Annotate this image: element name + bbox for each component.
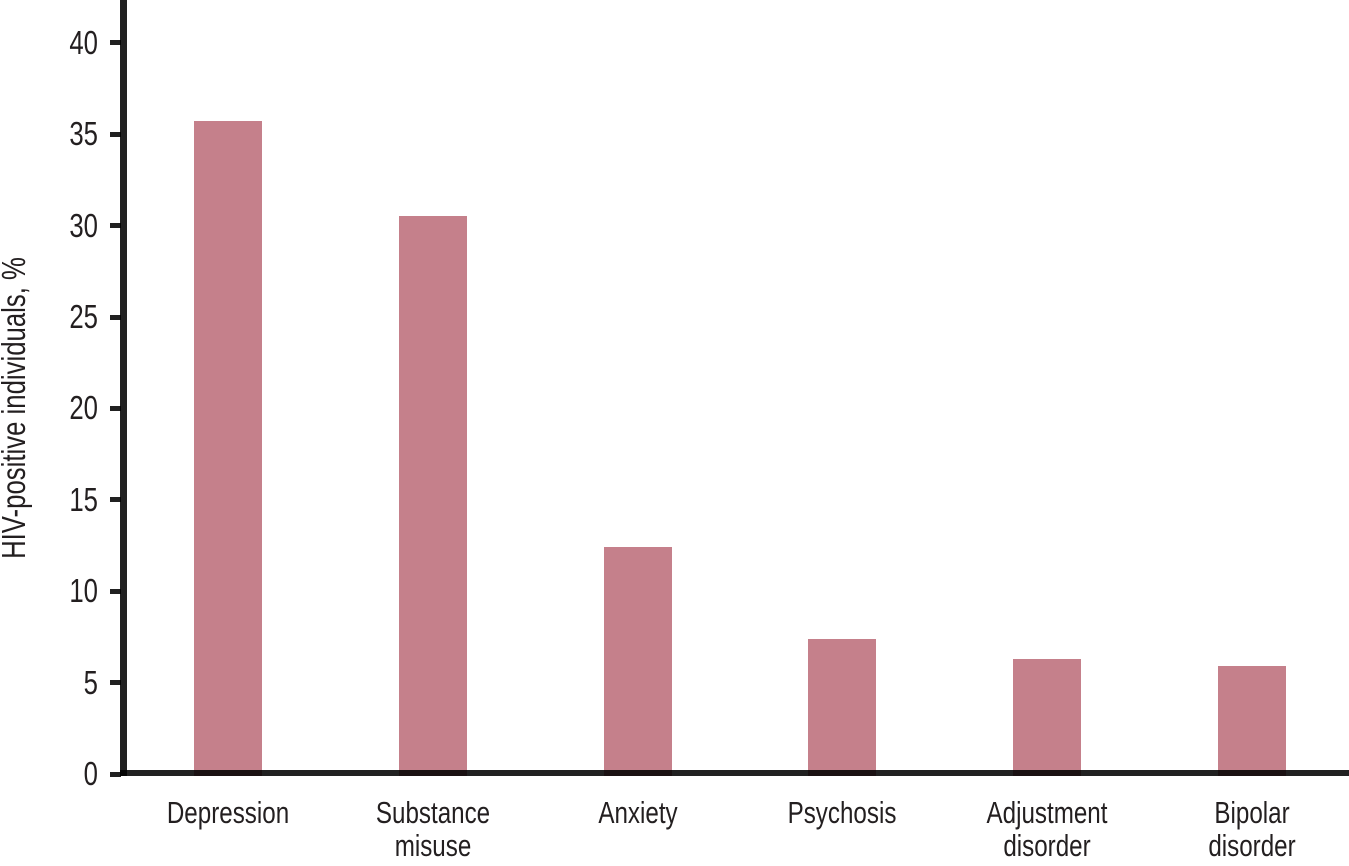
y-tick-label-5: 5	[83, 663, 98, 701]
y-axis-line	[120, 0, 127, 776]
x-category-label-line: Substance	[375, 795, 490, 830]
y-tick-mark-25	[110, 314, 121, 320]
y-tick-mark-20	[110, 405, 121, 411]
y-tick-mark-30	[110, 223, 121, 229]
x-category-label-line: Depression	[166, 795, 290, 830]
x-category-label-depression: Depression	[111, 796, 345, 829]
y-tick-label-35: 35	[69, 115, 98, 153]
y-tick-mark-15	[110, 497, 121, 503]
y-tick-mark-10	[110, 588, 121, 594]
x-category-label-line: disorder	[1003, 828, 1091, 863]
y-tick-label-15: 15	[69, 480, 98, 518]
bar-bipolar-disorder	[1218, 666, 1286, 776]
y-tick-mark-40	[110, 40, 121, 46]
x-category-label-line: Anxiety	[597, 795, 678, 830]
y-tick-label-10: 10	[69, 572, 98, 610]
x-category-label-anxiety: Anxiety	[521, 796, 755, 829]
x-category-label-line: disorder	[1208, 828, 1296, 863]
x-category-label-psychosis: Psychosis	[725, 796, 959, 829]
x-axis-line	[120, 770, 1349, 776]
bar-psychosis	[808, 638, 877, 776]
y-tick-mark-5	[110, 680, 121, 686]
x-category-label-line: Psychosis	[787, 795, 897, 830]
x-category-label-line: misuse	[394, 828, 472, 863]
x-category-label-adjustment-disorder: Adjustment disorder	[930, 796, 1164, 862]
x-category-label-bipolar-disorder: Bipolar disorder	[1135, 796, 1349, 862]
y-tick-label-25: 25	[69, 298, 98, 335]
y-tick-label-30: 30	[69, 206, 98, 244]
x-category-label-line: Adjustment	[986, 795, 1108, 830]
y-tick-mark-35	[110, 131, 121, 137]
y-tick-mark-0	[110, 771, 121, 777]
y-tick-label-20: 20	[69, 389, 98, 427]
x-category-label-substance-misuse: Substance misuse	[316, 796, 550, 862]
x-category-label-line: Bipolar	[1214, 795, 1290, 830]
y-tick-label-0: 0	[83, 755, 98, 792]
bar-substance-misuse	[398, 216, 467, 776]
bar-anxiety	[603, 547, 672, 776]
bar-adjustment-disorder	[1013, 658, 1082, 776]
bar-depression	[194, 121, 262, 776]
y-tick-label-40: 40	[69, 23, 98, 61]
